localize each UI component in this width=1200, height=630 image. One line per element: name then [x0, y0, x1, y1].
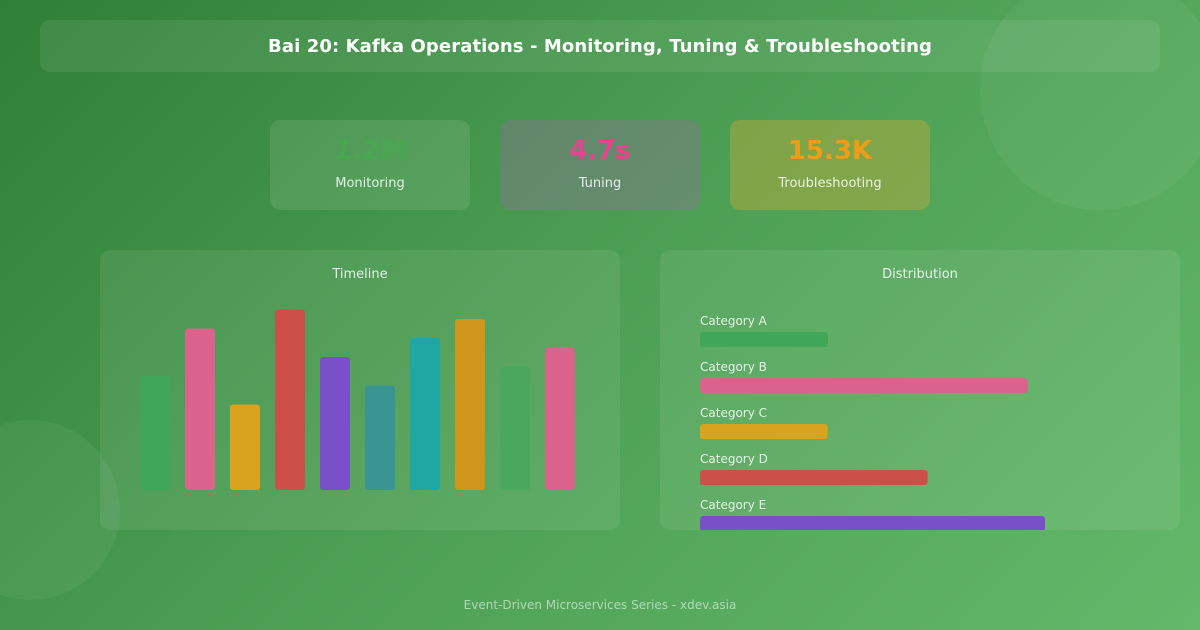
timeline-panel: Timeline — [100, 250, 620, 530]
timeline-bar — [545, 347, 575, 490]
stat-value: 1.2M — [334, 136, 406, 166]
category-label: Category D — [700, 452, 768, 466]
stat-value: 15.3K — [787, 136, 873, 166]
distribution-bar — [700, 424, 828, 439]
stat-label: Monitoring — [335, 176, 405, 191]
page-header: Bai 20: Kafka Operations - Monitoring, T… — [40, 20, 1160, 72]
category-label: Category C — [700, 406, 767, 420]
stat-label: Troubleshooting — [778, 176, 882, 191]
timeline-bar — [320, 357, 350, 490]
stat-value: 4.7s — [569, 136, 631, 166]
stat-card-troubleshooting: 15.3K Troubleshooting — [730, 120, 930, 210]
category-label: Category A — [700, 314, 768, 328]
distribution-bar — [700, 470, 928, 485]
timeline-bar — [230, 404, 260, 490]
timeline-bar — [275, 309, 305, 490]
timeline-bar — [365, 385, 395, 490]
timeline-bar — [140, 376, 170, 490]
footer-text: Event-Driven Microservices Series - xdev… — [463, 598, 737, 612]
page-title: Bai 20: Kafka Operations - Monitoring, T… — [268, 35, 932, 57]
background-circle — [980, 0, 1200, 210]
distribution-bar — [700, 332, 828, 347]
timeline-chart — [140, 309, 575, 490]
stat-label: Tuning — [578, 176, 622, 191]
category-label: Category B — [700, 360, 767, 374]
timeline-bar — [410, 338, 440, 490]
distribution-bar — [700, 516, 1045, 530]
timeline-bar — [500, 366, 530, 490]
stat-card-tuning: 4.7s Tuning — [500, 120, 700, 210]
stat-card-monitoring: 1.2M Monitoring — [270, 120, 470, 210]
distribution-chart: Category A Category B Category C Category D… — [700, 314, 1045, 530]
distribution-panel: Distribution Category A Category B Categor… — [660, 250, 1180, 530]
distribution-title: Distribution — [882, 267, 958, 282]
timeline-bar — [455, 319, 485, 490]
category-label: Category E — [700, 498, 766, 512]
timeline-bar — [185, 328, 215, 490]
timeline-title: Timeline — [332, 267, 388, 282]
distribution-bar — [700, 378, 1028, 393]
